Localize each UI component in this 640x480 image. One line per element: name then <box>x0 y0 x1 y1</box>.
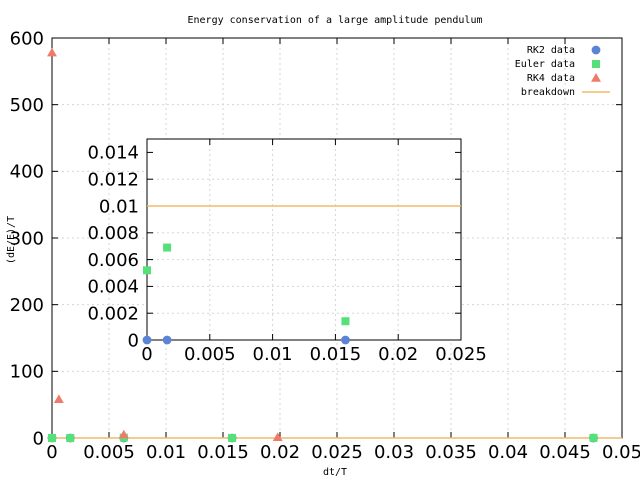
inset-y-tick-label: 0.01 <box>99 196 139 217</box>
legend-swatch-rk2-data <box>591 45 601 55</box>
inset-y-tick-label: 0 <box>128 330 139 351</box>
inset-euler-data-point <box>163 243 172 252</box>
main-y-tick-label: 500 <box>10 95 44 116</box>
legend-swatch-rk4-data <box>591 73 601 82</box>
inset-frame <box>146 138 462 341</box>
main-y-tick-label: 100 <box>10 362 44 383</box>
inset-y-tick-label: 0.012 <box>87 170 139 191</box>
inset-y-tick-label: 0.008 <box>87 223 139 244</box>
inset-data-marks <box>142 205 461 345</box>
main-y-tick-label: 600 <box>10 28 44 49</box>
main-y-tick-label: 200 <box>10 295 44 316</box>
main-rk4-data-point <box>272 432 283 442</box>
main-euler-data-point <box>66 433 75 442</box>
main-x-tick-label: 0.015 <box>197 442 249 463</box>
main-euler-data-point <box>589 433 598 442</box>
legend-label-breakdown: breakdown <box>521 87 575 98</box>
inset-x-ticks: 0 0.005 0.01 0.015 0.02 0.025 <box>141 139 487 365</box>
main-x-tick-label: 0.03 <box>374 442 414 463</box>
inset-y-tick-label: 0.006 <box>87 250 139 271</box>
y-axis-label: (dE/E)/T <box>6 216 17 264</box>
inset-rk2-data-point <box>162 335 172 345</box>
main-rk4-data-point <box>53 394 64 404</box>
main-rk4-data-point <box>47 47 57 57</box>
inset-x-tick-label: 0.015 <box>310 344 362 365</box>
main-rk4-data-point <box>118 429 129 439</box>
inset-euler-data-point <box>341 317 350 326</box>
inset-axes-box <box>146 138 462 341</box>
main-x-tick-label: 0.01 <box>146 442 186 463</box>
main-euler-data-point <box>228 433 237 442</box>
x-axis-label: dt/T <box>323 467 347 478</box>
main-y-tick-label: 400 <box>10 162 44 183</box>
main-x-tick-label: 0.035 <box>425 442 477 463</box>
legend-label-rk2-data: RK2 data <box>527 45 575 56</box>
main-x-tick-label: 0 <box>46 442 57 463</box>
chart-title: Energy conservation of a large amplitude… <box>187 15 482 26</box>
main-data-marks <box>47 47 622 443</box>
inset-y-tick-label: 0.002 <box>87 304 139 325</box>
inset-background <box>147 139 461 340</box>
inset-y-tick-label: 0.004 <box>87 277 139 298</box>
inset-rk2-data-point <box>341 335 350 345</box>
inset-y-tick-label: 0.014 <box>87 143 139 164</box>
main-y-tick-label: 0 <box>33 428 44 449</box>
main-x-tick-label: 0.025 <box>311 442 363 463</box>
inset-x-tick-label: 0.005 <box>184 344 236 365</box>
inset-x-tick-label: 0.025 <box>435 344 487 365</box>
main-y-tick-label: 300 <box>10 228 44 249</box>
inset-plot: 0 0.005 0.01 0.015 0.02 0.025 00.0020.0040.00… <box>87 138 487 365</box>
main-x-tick-label: 0.045 <box>539 442 591 463</box>
main-x-tick-label: 0.04 <box>488 442 528 463</box>
main-y-ticks: 0 100 200 300 400 500 600 <box>10 28 622 449</box>
legend-label-euler-data: Euler data <box>515 59 575 70</box>
inset-rk2-data-point <box>142 335 152 345</box>
legend: RK2 data Euler data RK4 data breakdown <box>515 45 610 98</box>
main-x-tick-label: 0.02 <box>260 442 300 463</box>
main-x-tick-label: 0.005 <box>83 442 135 463</box>
inset-x-tick-label: 0.01 <box>253 344 293 365</box>
legend-swatch-euler-data <box>592 60 600 68</box>
main-x-tick-label: 0.05 <box>602 442 640 463</box>
main-euler-data-point <box>48 433 56 442</box>
main-x-ticks: 0 0.005 0.01 0.015 0.02 0.025 0.03 0.035 0.04 0.0… <box>46 38 640 463</box>
legend-label-rk4-data: RK4 data <box>527 73 575 84</box>
inset-euler-data-point <box>143 266 151 275</box>
inset-x-tick-label: 0 <box>141 344 152 365</box>
inset-x-tick-label: 0.02 <box>378 344 418 365</box>
